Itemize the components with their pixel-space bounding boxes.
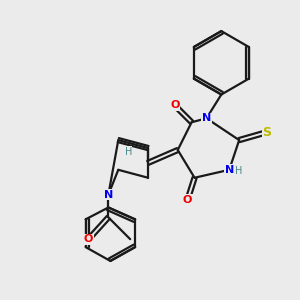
Text: H: H	[235, 166, 242, 176]
Text: N: N	[202, 113, 211, 123]
Text: O: O	[170, 100, 179, 110]
Text: N: N	[225, 165, 234, 175]
Text: O: O	[183, 194, 192, 205]
Text: N: N	[104, 190, 113, 200]
Text: S: S	[262, 126, 272, 139]
Text: H: H	[124, 147, 132, 157]
Text: O: O	[84, 234, 93, 244]
